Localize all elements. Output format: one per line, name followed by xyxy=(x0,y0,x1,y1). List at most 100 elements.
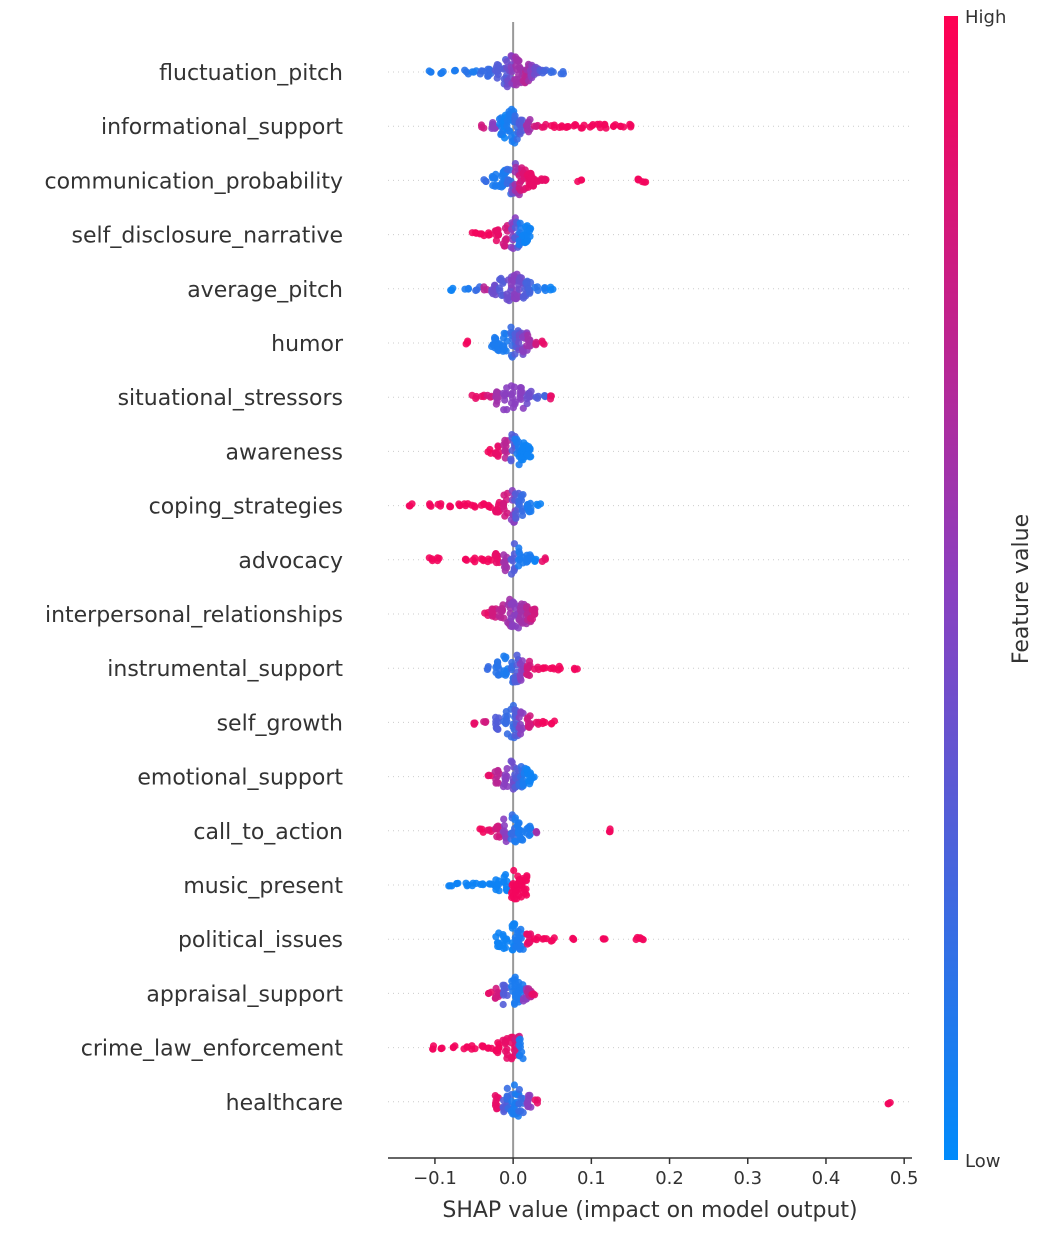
shap-point xyxy=(485,503,493,511)
shap-point xyxy=(527,771,535,779)
shap-point xyxy=(468,1045,476,1053)
shap-point xyxy=(484,65,492,73)
shap-point xyxy=(541,555,550,564)
shap-point xyxy=(517,496,526,504)
feature-label: situational_stressors xyxy=(118,386,343,411)
shap-point xyxy=(523,765,531,774)
feature-label: average_pitch xyxy=(187,278,343,303)
shap-point xyxy=(438,69,446,77)
shap-point xyxy=(455,500,463,508)
shap-point xyxy=(492,508,500,516)
shap-point xyxy=(539,665,547,673)
shap-point xyxy=(447,286,455,294)
shap-point xyxy=(507,323,515,331)
feature-label: self_disclosure_narrative xyxy=(72,224,343,249)
feature-label: fluctuation_pitch xyxy=(159,61,343,86)
shap-point xyxy=(515,937,523,945)
feature-label: political_issues xyxy=(178,928,343,953)
shap-point xyxy=(494,942,502,951)
shap-point xyxy=(525,1095,533,1103)
shap-point xyxy=(501,655,509,663)
shap-point xyxy=(519,444,527,452)
shap-point xyxy=(479,881,487,889)
shap-point xyxy=(606,825,614,833)
shap-point xyxy=(468,501,476,509)
shap-point xyxy=(492,559,500,567)
shap-point xyxy=(546,395,555,403)
shap-point xyxy=(512,513,520,521)
x-tick-label: 0.5 xyxy=(890,1168,919,1189)
shap-point xyxy=(492,933,500,941)
shap-point xyxy=(525,443,533,451)
shap-point xyxy=(494,443,502,451)
x-tick-label: 0.0 xyxy=(499,1168,528,1189)
shap-point xyxy=(519,491,527,499)
shap-point xyxy=(494,766,502,775)
shap-point xyxy=(503,165,511,173)
shap-point xyxy=(468,882,476,890)
shap-point xyxy=(610,122,618,130)
shap-point xyxy=(517,1107,525,1115)
shap-point xyxy=(499,502,508,510)
feature-label: communication_probability xyxy=(44,169,343,194)
shap-point xyxy=(531,991,539,999)
shap-point xyxy=(499,670,507,678)
x-tick-label: 0.3 xyxy=(733,1168,762,1189)
shap-point xyxy=(438,1044,446,1052)
shap-point xyxy=(492,886,500,894)
shap-point xyxy=(515,978,523,987)
shap-point xyxy=(523,451,532,459)
shap-point xyxy=(532,338,540,346)
shap-point xyxy=(516,274,524,282)
shap-point xyxy=(446,503,454,511)
shap-point xyxy=(516,876,524,884)
shap-point xyxy=(484,555,492,563)
shap-point xyxy=(499,931,507,939)
shap-point xyxy=(509,554,517,562)
shap-point xyxy=(496,287,504,295)
shap-point xyxy=(519,348,528,356)
shap-point xyxy=(518,388,526,396)
shap-point xyxy=(517,709,525,717)
shap-point xyxy=(502,775,510,783)
shap-point xyxy=(470,68,478,76)
x-tick-label: 0.1 xyxy=(577,1168,606,1189)
feature-label: self_growth xyxy=(217,711,343,736)
shap-point xyxy=(453,880,461,888)
shap-point xyxy=(500,944,508,953)
shap-point xyxy=(515,1086,524,1094)
feature-label: instrumental_support xyxy=(107,657,343,682)
shap-point xyxy=(532,828,540,836)
shap-point xyxy=(494,988,502,996)
shap-point xyxy=(490,123,498,131)
shap-point xyxy=(502,716,510,724)
shap-point xyxy=(522,885,530,893)
shap-point xyxy=(460,1045,468,1053)
shap-point xyxy=(511,398,519,406)
shap-point xyxy=(501,454,509,462)
shap-point xyxy=(523,662,531,670)
shap-point xyxy=(515,544,523,552)
shap-point xyxy=(478,67,486,75)
shap-point xyxy=(516,1035,524,1043)
shap-point xyxy=(481,718,489,727)
shap-point xyxy=(484,664,492,672)
shap-point xyxy=(451,67,459,75)
shap-point xyxy=(540,340,548,348)
feature-row-guides xyxy=(388,71,912,1103)
feature-label: appraisal_support xyxy=(146,982,343,1007)
shap-point xyxy=(476,230,484,238)
shap-point xyxy=(501,1037,509,1045)
shap-point xyxy=(550,934,558,942)
shap-point xyxy=(495,448,503,457)
shap-point xyxy=(601,120,609,128)
shap-point xyxy=(507,570,516,578)
shap-point xyxy=(513,435,521,443)
shap-point xyxy=(523,872,531,880)
shap-point xyxy=(495,1043,503,1051)
colorbar-low-label: Low xyxy=(965,1151,1000,1172)
shap-point xyxy=(428,555,436,563)
shap-point xyxy=(510,922,518,930)
shap-point xyxy=(478,825,486,833)
shap-point xyxy=(427,68,435,76)
